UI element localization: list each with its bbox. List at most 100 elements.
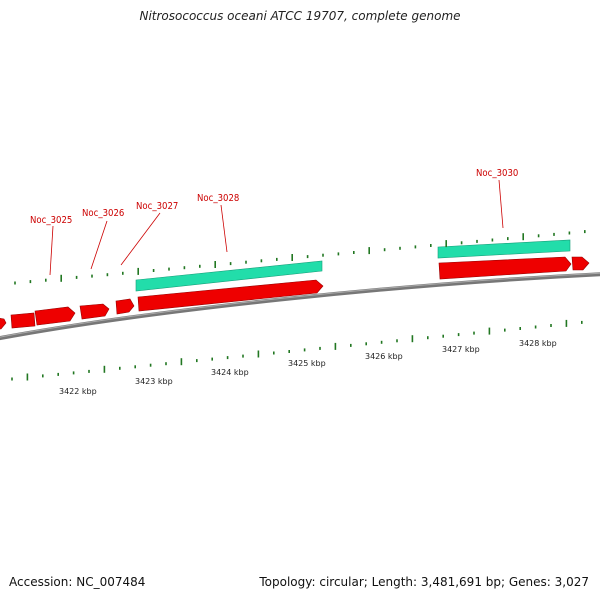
minor-tick xyxy=(319,346,321,350)
minor-tick xyxy=(75,275,78,279)
minor-tick xyxy=(119,366,121,370)
minor-tick xyxy=(353,251,355,254)
minor-tick xyxy=(442,334,444,338)
kbp-label: 3427 kbp xyxy=(442,345,480,354)
minor-tick xyxy=(491,238,494,242)
reverse-strand-genes xyxy=(135,239,571,292)
major-tick xyxy=(291,254,293,261)
minor-tick xyxy=(288,350,290,353)
minor-tick xyxy=(183,266,186,270)
minor-tick xyxy=(152,269,155,272)
gene-arrow[interactable] xyxy=(115,298,135,315)
minor-tick xyxy=(229,262,232,266)
gene-label-noc-3025[interactable]: Noc_3025 xyxy=(30,215,72,226)
minor-tick xyxy=(14,281,16,285)
gene-leader-lines xyxy=(49,179,504,276)
minor-tick xyxy=(534,325,537,329)
minor-tick xyxy=(507,237,509,241)
minor-tick xyxy=(337,252,340,256)
minor-tick xyxy=(457,333,460,337)
major-tick xyxy=(522,233,524,241)
minor-tick xyxy=(460,241,463,245)
leader-line xyxy=(498,179,504,229)
minor-tick xyxy=(11,377,13,381)
minor-tick xyxy=(383,248,386,252)
major-tick xyxy=(103,365,106,373)
gene-arrow[interactable] xyxy=(10,312,36,329)
major-tick xyxy=(368,247,370,255)
minor-tick xyxy=(365,342,367,346)
minor-tick xyxy=(550,324,552,327)
major-tick xyxy=(60,274,62,282)
gene-arrow[interactable] xyxy=(438,256,572,280)
gene-labels: Noc_3025 Noc_3026 Noc_3027 Noc_3028 Noc_… xyxy=(30,168,518,226)
forward-strand-genes xyxy=(0,256,590,330)
gene-label-noc-3028[interactable]: Noc_3028 xyxy=(197,193,239,204)
minor-tick xyxy=(273,351,275,355)
gene-arrow[interactable] xyxy=(571,256,590,271)
minor-tick xyxy=(42,374,44,378)
minor-tick xyxy=(57,372,59,376)
major-tick xyxy=(257,350,260,358)
minor-tick xyxy=(476,239,478,243)
major-tick xyxy=(334,342,337,350)
genome-backbone-highlight xyxy=(0,272,600,338)
minor-tick xyxy=(584,230,586,234)
minor-tick xyxy=(306,255,309,259)
gene-arrow[interactable] xyxy=(79,303,110,320)
minor-tick xyxy=(504,328,506,332)
major-tick xyxy=(26,373,29,381)
minor-tick xyxy=(399,246,401,250)
kbp-label: 3423 kbp xyxy=(135,377,173,386)
minor-tick xyxy=(430,244,432,247)
major-tick xyxy=(488,327,491,335)
gene-arrow[interactable] xyxy=(0,318,7,330)
major-tick xyxy=(137,267,139,275)
kbp-label: 3428 kbp xyxy=(519,339,557,348)
leader-line xyxy=(90,220,108,270)
minor-tick xyxy=(196,359,198,363)
minor-tick xyxy=(581,320,583,324)
kbp-label: 3426 kbp xyxy=(365,352,403,361)
gene-bar-reverse[interactable] xyxy=(135,260,323,292)
minor-tick xyxy=(260,259,263,263)
major-tick xyxy=(180,358,183,366)
minor-tick xyxy=(519,327,521,330)
gene-bar-reverse[interactable] xyxy=(437,239,571,259)
gene-label-noc-3027[interactable]: Noc_3027 xyxy=(136,201,178,212)
minor-tick xyxy=(134,365,136,369)
minor-tick xyxy=(91,274,93,278)
minor-tick xyxy=(380,340,383,344)
minor-tick xyxy=(414,245,417,249)
major-tick xyxy=(445,240,447,248)
lower-tick-row xyxy=(11,319,583,381)
minor-tick xyxy=(473,331,475,335)
minor-tick xyxy=(168,267,170,271)
minor-tick xyxy=(149,363,152,367)
minor-tick xyxy=(537,234,540,238)
kbp-label: 3422 kbp xyxy=(59,387,97,396)
topology-text: Topology: circular; Length: 3,481,691 bp… xyxy=(259,575,589,589)
gene-label-noc-3026[interactable]: Noc_3026 xyxy=(82,208,124,219)
kbp-label: 3424 kbp xyxy=(211,368,249,377)
minor-tick xyxy=(242,354,244,358)
leader-line xyxy=(120,212,161,266)
major-tick xyxy=(214,261,216,268)
minor-tick xyxy=(165,362,167,366)
major-tick xyxy=(411,335,414,343)
gene-arrow[interactable] xyxy=(137,279,324,312)
minor-tick xyxy=(226,356,229,360)
kbp-label: 3425 kbp xyxy=(288,359,326,368)
minor-tick xyxy=(122,271,124,275)
gene-arrow[interactable] xyxy=(34,306,76,326)
minor-tick xyxy=(106,273,109,277)
minor-tick xyxy=(29,280,32,284)
accession-text: Accession: NC_007484 xyxy=(9,575,146,589)
upper-tick-row xyxy=(14,230,586,285)
minor-tick xyxy=(276,257,278,261)
scale-labels: 3422 kbp 3423 kbp 3424 kbp 3425 kbp 3426… xyxy=(59,339,557,396)
minor-tick xyxy=(245,260,247,264)
major-tick xyxy=(565,319,568,327)
minor-tick xyxy=(350,343,352,347)
gene-label-noc-3030[interactable]: Noc_3030 xyxy=(476,168,518,179)
